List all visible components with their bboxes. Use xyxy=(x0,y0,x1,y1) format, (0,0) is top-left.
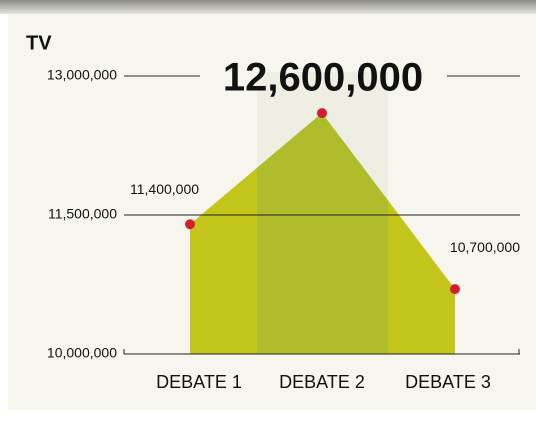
x-tick-label: DEBATE 3 xyxy=(405,372,491,392)
marker xyxy=(185,219,195,230)
y-tick-label: 10,000,000 xyxy=(47,345,117,361)
headline-value: 12,600,000 xyxy=(223,56,423,100)
value-label: 11,400,000 xyxy=(130,181,199,197)
top-bar xyxy=(0,0,536,14)
chart-title: TV xyxy=(26,32,52,54)
y-tick-label: 11,500,000 xyxy=(48,206,117,222)
x-tick-label: DEBATE 2 xyxy=(279,372,365,392)
area-band xyxy=(257,113,388,354)
marker xyxy=(450,284,460,295)
y-tick-label: 13,000,000 xyxy=(47,67,117,83)
marker xyxy=(317,108,327,119)
x-tick-label: DEBATE 1 xyxy=(156,372,242,392)
value-label: 10,700,000 xyxy=(450,239,520,255)
